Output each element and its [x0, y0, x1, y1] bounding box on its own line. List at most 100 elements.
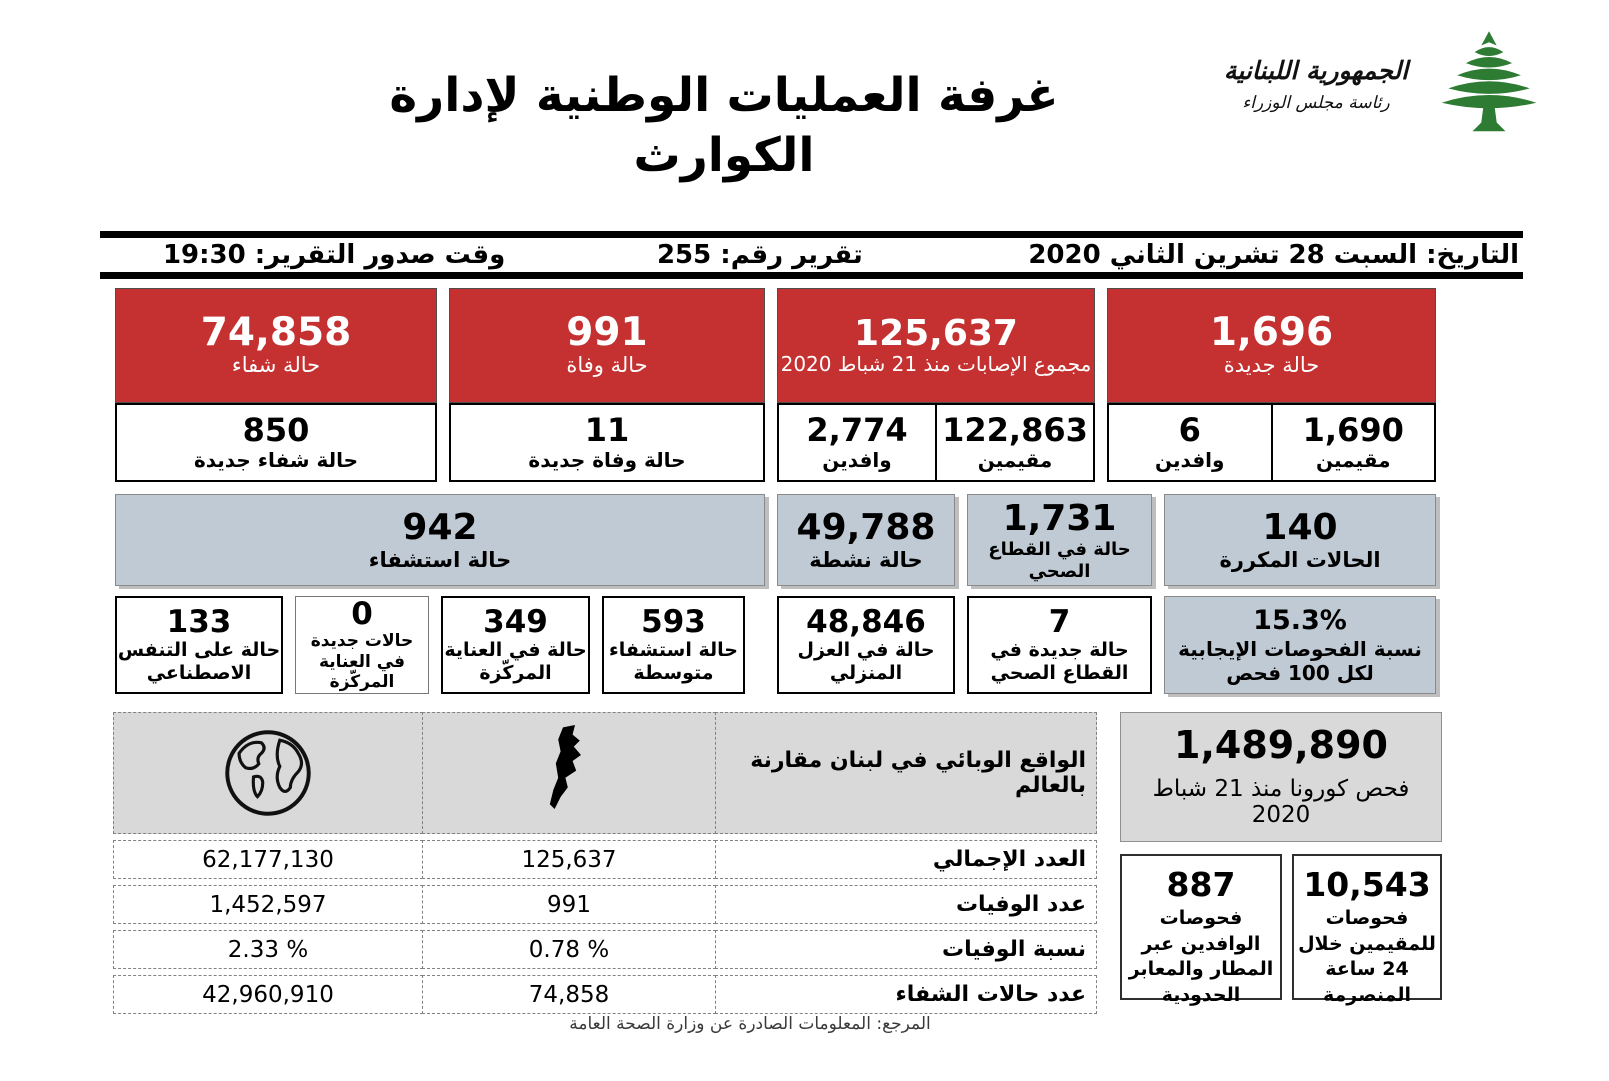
gov-logo-text: الجمهورية اللبنانية رئاسة مجلس الوزراء [1210, 56, 1422, 113]
new-arrivals-box: 6 وافدين [1107, 403, 1273, 482]
world-total-value: 62,177,130 [113, 840, 423, 879]
total-tests-value: 1,489,890 [1174, 723, 1388, 767]
new-health-sector-label: حالة جديدة في القطاع الصحي [990, 638, 1129, 685]
new-cases-box: 1,696 حالة جديدة [1107, 288, 1436, 403]
globe-icon [225, 730, 311, 816]
new-residents-box: 1,690 مقيمين [1270, 403, 1436, 482]
recovered-new-box: 850 حالة شفاء جديدة [115, 403, 437, 482]
deaths-new-label: حالة وفاة جديدة [528, 448, 686, 473]
source-note: المرجع: المعلومات الصادرة عن وزارة الصحة… [569, 1014, 931, 1034]
new-residents-label: مقيمين [1315, 448, 1391, 473]
total-infections-label: مجموع الإصابات منذ 21 شباط 2020 [780, 352, 1092, 377]
total-residents-label: مقيمين [977, 448, 1053, 473]
world-column-header [113, 712, 423, 834]
ventilator-value: 133 [166, 603, 232, 640]
comparison-header-row: الواقع الوبائي في لبنان مقارنة بالعالم [113, 712, 1098, 834]
republic-name: الجمهورية اللبنانية [1223, 55, 1409, 85]
stat-card-total-infections: 125,637 مجموع الإصابات منذ 21 شباط 2020 … [777, 288, 1095, 482]
total-tests-box: 1,489,890 فحص كورونا منذ 21 شباط 2020 [1120, 712, 1442, 842]
recurrent-cases-value: 140 [1262, 506, 1338, 548]
comparison-title: الواقع الوبائي في لبنان مقارنة بالعالم [750, 748, 1086, 798]
moderate-value: 593 [641, 603, 706, 640]
total-residents-box: 122,863 مقيمين [935, 403, 1095, 482]
resident-tests-label: فحوصات للمقيمين خلال 24 ساعة المنصرمة [1298, 906, 1436, 1006]
deaths-sub-row: 11 حالة وفاة جديدة [449, 403, 765, 482]
deaths-new-value: 11 [584, 410, 630, 449]
deaths-label: حالة وفاة [566, 353, 648, 378]
recovered-total-box: 74,858 حالة شفاء [115, 288, 437, 403]
deaths-new-box: 11 حالة وفاة جديدة [449, 403, 765, 482]
recovered-value: 74,858 [200, 310, 352, 356]
recurrent-cases-label: الحالات المكررة [1219, 548, 1381, 573]
resident-tests-box: 10,543 فحوصات للمقيمين خلال 24 ساعة المن… [1292, 854, 1442, 1006]
resident-tests-value: 10,543 [1303, 865, 1431, 904]
stat-card-recovered: 74,858 حالة شفاء 850 حالة شفاء جديدة [115, 288, 437, 482]
lebanon-column-header [422, 712, 716, 834]
new-health-sector-box: 7 حالة جديدة في القطاع الصحي [967, 596, 1152, 694]
world-deaths-value: 1,452,597 [113, 885, 423, 924]
total-tests-label: فحص كورونا منذ 21 شباط 2020 [1152, 776, 1410, 828]
lebanon-map-icon [549, 725, 581, 809]
council-name: رئاسة مجلس الوزراء [1242, 92, 1390, 113]
home-isolation-box: 48,846 حالة في العزل المنزلي [777, 596, 955, 694]
hospitalized-box: 942 حالة استشفاء [115, 494, 765, 586]
report-meta-bar: التاريخ: السبت 28 تشرين الثاني 2020 تقري… [100, 231, 1523, 279]
total-arrivals-label: وافدين [822, 448, 892, 473]
report-number: تقرير رقم: 255 [656, 240, 863, 270]
page-title: غرفة العمليات الوطنية لإدارة الكوارث [389, 68, 1059, 184]
arrival-tests-label: فحوصات الوافدين عبر المطار والمعابر الحد… [1128, 906, 1274, 1006]
total-infections-value: 125,637 [854, 313, 1018, 355]
new-arrivals-value: 6 [1178, 410, 1201, 449]
lebanon-deaths-value: 991 [422, 885, 716, 924]
total-arrivals-value: 2,774 [806, 410, 908, 449]
lebanon-total-value: 125,637 [422, 840, 716, 879]
row-label-deaths: عدد الوفيات [715, 885, 1097, 924]
row-label-death-rate: نسبة الوفيات [715, 930, 1097, 969]
table-row-deaths: 1,452,597 991 عدد الوفيات [113, 885, 1098, 924]
recovered-label: حالة شفاء [231, 353, 321, 378]
new-residents-value: 1,690 [1302, 410, 1404, 449]
comparison-title-cell: الواقع الوبائي في لبنان مقارنة بالعالم [715, 712, 1097, 834]
home-isolation-value: 48,846 [806, 603, 926, 640]
moderate-label: حالة استشفاء متوسطة [609, 638, 738, 685]
total-arrivals-box: 2,774 وافدين [777, 403, 937, 482]
recovered-sub-row: 850 حالة شفاء جديدة [115, 403, 437, 482]
health-sector-box: 1,731 حالة في القطاع الصحي [967, 494, 1152, 586]
row-label-recovered: عدد حالات الشفاء [715, 975, 1097, 1014]
positivity-box: 15.3% نسبة الفحوصات الإيجابية لكل 100 فح… [1164, 596, 1436, 694]
deaths-value: 991 [566, 310, 648, 356]
stat-card-deaths: 991 حالة وفاة 11 حالة وفاة جديدة [449, 288, 765, 482]
active-cases-box: 49,788 حالة نشطة [777, 494, 955, 586]
total-infections-sub-row: 2,774 وافدين 122,863 مقيمين [777, 403, 1095, 482]
cedar-tree-icon [1441, 31, 1537, 132]
stat-card-new-cases: 1,696 حالة جديدة 6 وافدين 1,690 مقيمين [1107, 288, 1436, 482]
new-arrivals-label: وافدين [1155, 448, 1225, 473]
recurrent-cases-box: 140 الحالات المكررة [1164, 494, 1436, 586]
total-infections-box: 125,637 مجموع الإصابات منذ 21 شباط 2020 [777, 288, 1095, 403]
row-label-total: العدد الإجمالي [715, 840, 1097, 879]
table-row-recovered: 42,960,910 74,858 عدد حالات الشفاء [113, 975, 1098, 1014]
recovered-new-value: 850 [242, 410, 310, 449]
report-time: وقت صدور التقرير: 19:30 [162, 240, 506, 270]
world-recovered-value: 42,960,910 [113, 975, 423, 1014]
health-sector-value: 1,731 [1002, 497, 1117, 539]
table-row-total: 62,177,130 125,637 العدد الإجمالي [113, 840, 1098, 879]
lebanon-death-rate-value: 0.78 % [422, 930, 716, 969]
new-icu-box: 0 حالات جديدة في العناية المركّزة [295, 596, 429, 694]
recovered-new-label: حالة شفاء جديدة [193, 448, 359, 473]
deaths-total-box: 991 حالة وفاة [449, 288, 765, 403]
icu-box: 349 حالة في العناية المركّزة [441, 596, 590, 694]
home-isolation-label: حالة في العزل المنزلي [797, 638, 935, 685]
new-icu-label: حالات جديدة في العناية المركّزة [310, 630, 414, 693]
report-date: التاريخ: السبت 28 تشرين الثاني 2020 [1028, 240, 1519, 270]
hospitalized-label: حالة استشفاء [368, 548, 512, 573]
arrival-tests-box: 887 فحوصات الوافدين عبر المطار والمعابر … [1120, 854, 1282, 1006]
ventilator-label: حالة على التنفس الاصطناعي [117, 638, 281, 685]
ventilator-box: 133 حالة على التنفس الاصطناعي [115, 596, 283, 694]
new-cases-sub-row: 6 وافدين 1,690 مقيمين [1107, 403, 1436, 482]
new-cases-label: حالة جديدة [1223, 353, 1320, 378]
lebanon-recovered-value: 74,858 [422, 975, 716, 1014]
gov-logo: الجمهورية اللبنانية رئاسة مجلس الوزراء [1192, 24, 1544, 144]
icu-label: حالة في العناية المركّزة [444, 638, 587, 685]
